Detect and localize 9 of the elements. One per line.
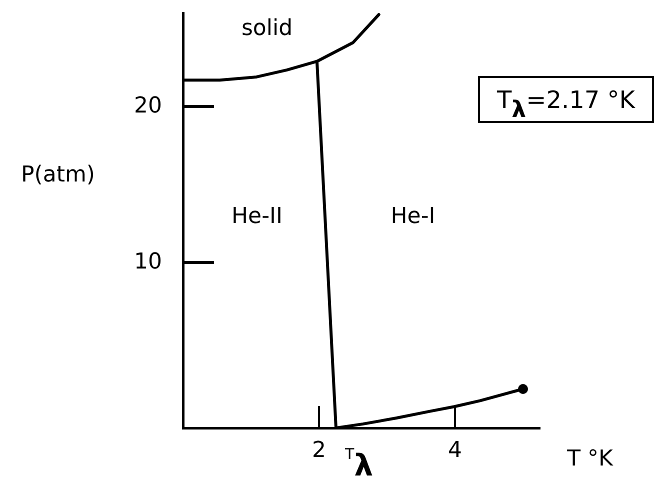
x-axis-title: T °K xyxy=(566,446,614,472)
x-tick-label: 2 xyxy=(312,438,326,463)
y-tick-label: 10 xyxy=(134,249,162,274)
annotation: He-II xyxy=(232,204,282,230)
y-axis-title: P(atm) xyxy=(21,162,95,188)
annotation: He-I xyxy=(390,204,436,230)
annotation: solid xyxy=(241,16,293,42)
x-tick-label: 4 xyxy=(448,438,462,463)
y-tick-label: 20 xyxy=(134,93,162,118)
